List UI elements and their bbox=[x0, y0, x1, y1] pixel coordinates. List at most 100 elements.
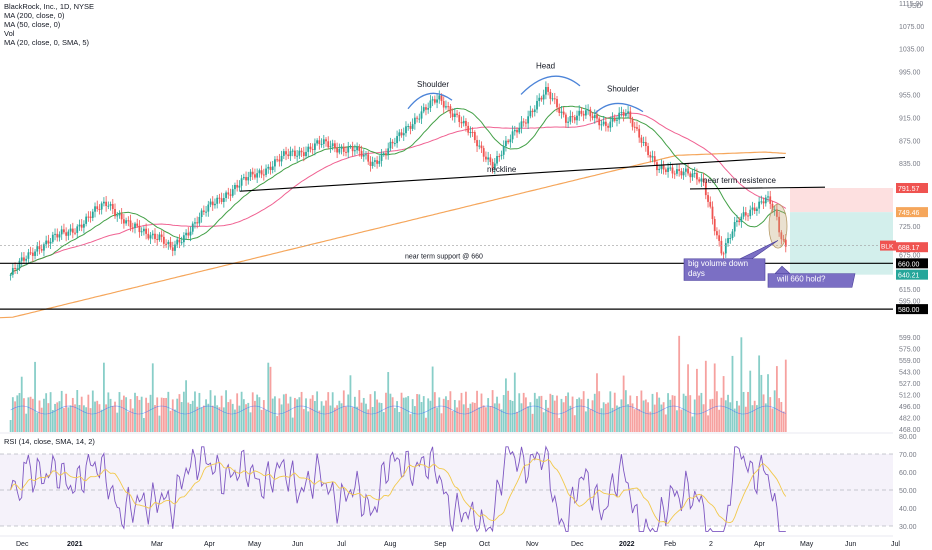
time-axis-tick: Apr bbox=[754, 541, 766, 548]
time-axis-tick: Jul bbox=[891, 541, 900, 548]
volume-bar bbox=[769, 397, 772, 432]
candle-body bbox=[207, 204, 210, 212]
rsi-axis-tick: 30.00 bbox=[899, 524, 917, 531]
price-axis-tick: 835.00 bbox=[899, 161, 921, 168]
candle-body bbox=[593, 115, 596, 119]
volume-bar bbox=[207, 403, 210, 432]
candle-body bbox=[205, 211, 207, 213]
volume-bar bbox=[345, 406, 347, 432]
volume-bar bbox=[238, 405, 241, 432]
candle-body bbox=[129, 220, 132, 228]
candle-body bbox=[360, 150, 363, 157]
candle-body bbox=[473, 132, 476, 141]
candle-body bbox=[569, 116, 572, 122]
candle-body bbox=[649, 155, 652, 158]
volume-axis-tick: 599.00 bbox=[899, 335, 921, 342]
candle-body bbox=[647, 146, 649, 156]
candle-body bbox=[100, 203, 103, 210]
candle-body bbox=[700, 178, 703, 182]
candle-body bbox=[333, 143, 336, 149]
candle-body bbox=[69, 228, 72, 232]
candle-body bbox=[576, 115, 578, 121]
candle-body bbox=[624, 113, 627, 116]
volume-bar bbox=[80, 396, 83, 432]
volume-bar bbox=[389, 393, 392, 432]
candle-body bbox=[67, 231, 70, 236]
candle-body bbox=[613, 117, 616, 121]
volume-bar bbox=[673, 395, 676, 432]
candle-body bbox=[289, 151, 292, 157]
candle-body bbox=[416, 117, 418, 119]
candle-body bbox=[294, 150, 296, 157]
volume-bar bbox=[413, 406, 416, 432]
candle-body bbox=[258, 170, 261, 174]
volume-bar bbox=[724, 400, 727, 432]
volume-bar bbox=[627, 404, 629, 432]
candle-body bbox=[314, 143, 316, 150]
volume-bar bbox=[269, 366, 272, 432]
candle-body bbox=[558, 107, 561, 113]
volume-bar bbox=[620, 399, 623, 432]
candle-body bbox=[773, 209, 776, 211]
volume-bar bbox=[176, 398, 179, 432]
volume-bar bbox=[98, 404, 101, 432]
candle-body bbox=[109, 204, 112, 206]
candle-body bbox=[267, 166, 270, 169]
resistance-line bbox=[689, 186, 826, 190]
volume-bar bbox=[373, 391, 376, 432]
candle-body bbox=[438, 95, 441, 100]
volume-bar bbox=[644, 399, 647, 432]
candle-body bbox=[596, 115, 598, 119]
candle-body bbox=[467, 125, 470, 133]
question-callout-box bbox=[767, 265, 856, 288]
rsi-axis-tick: 60.00 bbox=[899, 470, 917, 477]
volume-bar bbox=[38, 400, 41, 432]
candle-body bbox=[391, 141, 394, 144]
volume-bar bbox=[131, 408, 134, 432]
candle-body bbox=[520, 121, 523, 128]
volume-bar bbox=[642, 400, 645, 432]
candle-body bbox=[245, 177, 247, 181]
volume-bar bbox=[647, 402, 649, 432]
price-axis-tick: 1035.00 bbox=[899, 47, 924, 54]
candle-body bbox=[733, 222, 736, 232]
highlight-ellipse bbox=[768, 203, 788, 249]
candle-body bbox=[147, 233, 150, 239]
volume-bar bbox=[220, 395, 223, 432]
volume-bars bbox=[9, 335, 787, 432]
candle-body bbox=[94, 206, 96, 212]
candle-body bbox=[440, 95, 443, 102]
volume-bar bbox=[36, 412, 39, 432]
volume-bar bbox=[480, 393, 483, 432]
volume-bar bbox=[27, 397, 30, 432]
volume-bar bbox=[231, 403, 234, 432]
candle-body bbox=[282, 151, 285, 156]
volume-bar bbox=[278, 398, 281, 432]
volume-bar bbox=[471, 402, 474, 432]
candle-body bbox=[522, 121, 525, 123]
candle-body bbox=[74, 232, 76, 234]
rsi-line bbox=[10, 445, 786, 533]
volume-bar bbox=[347, 394, 350, 432]
volume-bar bbox=[405, 397, 407, 432]
volume-bar bbox=[560, 398, 563, 432]
candle-body bbox=[362, 154, 365, 157]
volume-bar bbox=[744, 406, 747, 432]
price-axis-tick: 875.00 bbox=[899, 138, 921, 145]
volume-bar bbox=[298, 397, 301, 432]
left-shoulder-arc bbox=[407, 92, 453, 110]
volume-bar bbox=[227, 402, 230, 432]
volume-bar bbox=[94, 401, 96, 432]
ticker-tag-box bbox=[880, 240, 896, 251]
candle-body bbox=[600, 124, 603, 126]
volume-bar bbox=[740, 337, 743, 432]
candle-body bbox=[225, 192, 227, 199]
volume-bar bbox=[578, 397, 581, 432]
candle-body bbox=[136, 223, 139, 226]
candle-body bbox=[165, 243, 167, 245]
candle-body bbox=[518, 127, 521, 133]
volume-bar bbox=[402, 397, 405, 432]
candle-body bbox=[476, 140, 478, 147]
time-axis-tick: Dec bbox=[16, 541, 29, 548]
